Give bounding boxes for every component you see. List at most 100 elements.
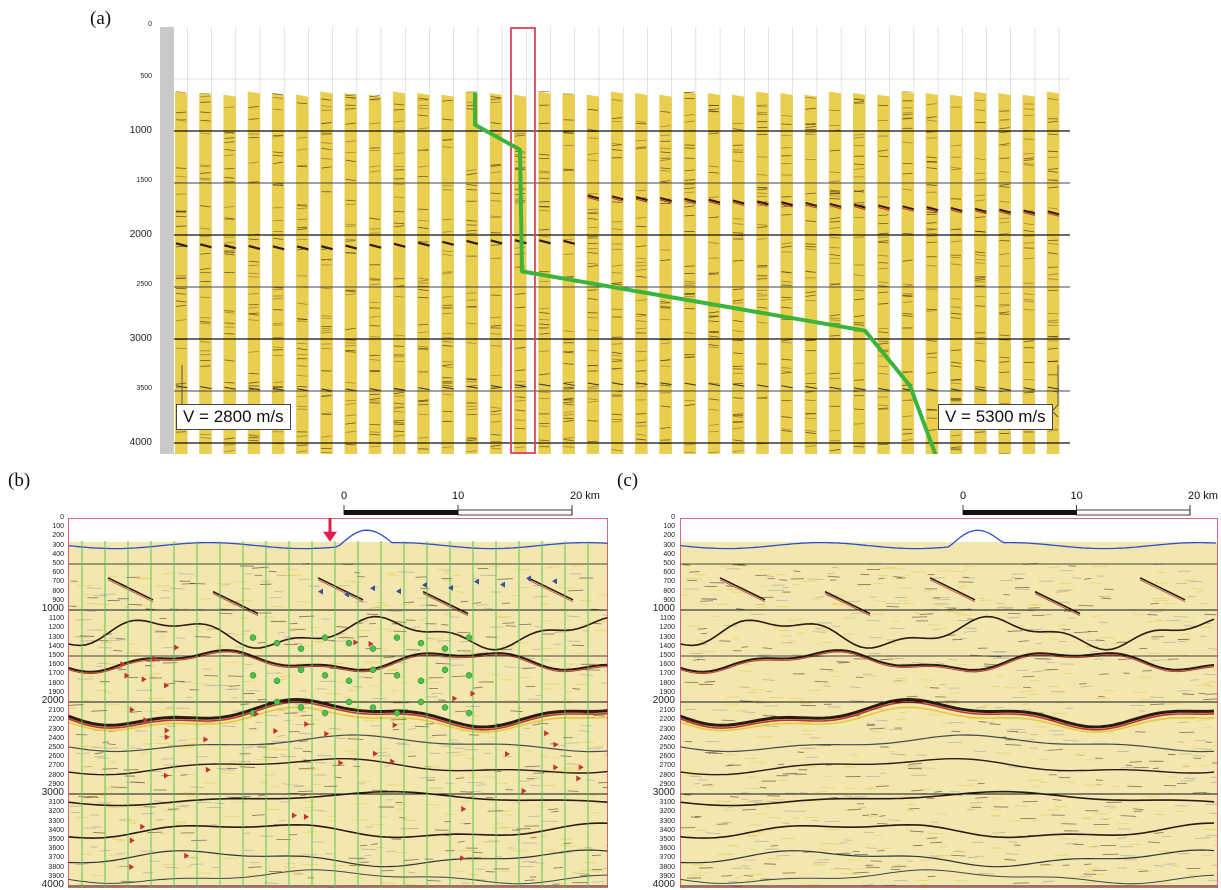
section-depth-tick: 3400 (645, 827, 675, 834)
seismic-trace-noise (902, 603, 915, 604)
section-depth-tick: 4000 (645, 879, 675, 890)
section-depth-tick: 700 (645, 578, 675, 585)
seismic-trace-noise (930, 715, 941, 716)
seismic-trace-noise (877, 823, 887, 824)
seismic-trace-noise (992, 798, 1002, 799)
section-depth-tick: 2100 (645, 707, 675, 714)
section-depth-tick: 2000 (645, 695, 675, 706)
section-depth-tick: 200 (645, 532, 675, 539)
section-depth-tick: 1300 (645, 634, 675, 641)
seismic-trace-noise (959, 785, 974, 786)
seismic-trace-noise (1060, 570, 1073, 571)
section-depth-tick: 2600 (645, 753, 675, 760)
section-depth-tick: 1500 (645, 652, 675, 659)
seismic-trace-noise (906, 810, 914, 811)
seismic-trace-noise (780, 636, 792, 637)
seismic-trace-noise (927, 838, 938, 839)
seismic-trace-noise (808, 579, 824, 580)
seismic-trace-noise (811, 599, 821, 600)
seismic-trace-noise (684, 795, 691, 796)
section-depth-tick: 3800 (645, 864, 675, 871)
seismic-trace-noise (964, 628, 976, 629)
section-depth-tick: 1200 (645, 624, 675, 631)
section-depth-tick: 1400 (645, 643, 675, 650)
seismic-trace-noise (967, 619, 973, 620)
section-depth-tick: 3000 (645, 787, 675, 798)
section-depth-tick: 3100 (645, 799, 675, 806)
seismic-trace-noise (1183, 694, 1195, 695)
panel-c-seismic-section (680, 518, 1218, 888)
seismic-trace-noise (778, 780, 789, 781)
section-depth-tick: 600 (645, 569, 675, 576)
seismic-trace-noise (1183, 580, 1194, 581)
seismic-trace-noise (927, 798, 935, 799)
seismic-trace-noise (974, 751, 986, 752)
seismic-trace-noise (738, 671, 752, 672)
scale-bar-label: 0 (960, 490, 966, 502)
scale-bar-label: 20 km (1188, 490, 1218, 502)
seismic-trace-noise (1023, 676, 1035, 677)
section-depth-tick: 1600 (645, 661, 675, 668)
seismic-trace-noise (1045, 669, 1058, 670)
seismic-trace-noise (880, 773, 886, 774)
seismic-trace-noise (769, 697, 785, 698)
section-depth-tick: 100 (645, 523, 675, 530)
section-depth-tick: 3200 (645, 808, 675, 815)
seismic-trace-noise (693, 783, 699, 784)
section-depth-tick: 2700 (645, 762, 675, 769)
seismic-trace-noise (953, 852, 965, 853)
seismic-trace-noise (1078, 605, 1093, 606)
seismic-trace-noise (917, 663, 927, 664)
section-depth-tick: 400 (645, 551, 675, 558)
seismic-trace-noise (1120, 855, 1136, 856)
seismic-trace-noise (709, 785, 715, 786)
seismic-trace-noise (1054, 806, 1068, 807)
seismic-trace-noise (1136, 869, 1143, 870)
seismic-trace-noise (894, 621, 900, 622)
seismic-trace-noise (814, 862, 828, 863)
section-depth-tick: 500 (645, 560, 675, 567)
seismic-trace-noise (1154, 814, 1165, 815)
seismic-trace-noise (1211, 782, 1218, 783)
seismic-trace-noise (746, 692, 756, 693)
seismic-trace-noise (859, 808, 866, 809)
section-depth-tick: 3700 (645, 854, 675, 861)
section-depth-tick: 3500 (645, 836, 675, 843)
seismic-trace-noise (1205, 614, 1217, 615)
seismic-trace-noise (730, 797, 739, 798)
seismic-trace-noise (758, 655, 771, 656)
seismic-trace-noise (829, 869, 842, 870)
section-depth-tick: 2400 (645, 735, 675, 742)
section-depth-tick: 1800 (645, 680, 675, 687)
section-depth-tick: 0 (645, 514, 675, 521)
seismic-trace-noise (871, 861, 882, 862)
seismic-trace-noise (921, 885, 928, 886)
seismic-trace-noise (1157, 572, 1166, 573)
seismic-trace-noise (1099, 674, 1108, 675)
seismic-trace-noise (1154, 600, 1169, 601)
seismic-trace-noise (991, 815, 1001, 816)
seismic-trace-noise (895, 658, 903, 659)
seismic-trace-noise (1152, 660, 1159, 661)
seismic-trace-noise (1048, 686, 1059, 687)
seismic-trace-noise (1051, 691, 1065, 692)
seismic-trace-noise (693, 660, 699, 661)
seismic-trace-noise (828, 573, 834, 574)
seismic-trace-noise (754, 814, 769, 815)
seismic-trace-noise (1082, 818, 1090, 819)
seismic-trace-noise (1007, 731, 1018, 732)
seismic-trace-noise (694, 873, 710, 874)
seismic-trace-noise (1149, 612, 1162, 613)
seismic-trace-noise (1010, 729, 1025, 730)
section-depth-tick: 1000 (645, 603, 675, 614)
seismic-trace-noise (923, 687, 929, 688)
seismic-trace-noise (1188, 875, 1197, 876)
scale-bar-black-segment (963, 510, 1077, 515)
seismic-trace-noise (792, 655, 806, 656)
seismic-trace-noise (1027, 605, 1035, 606)
seismic-trace-noise (900, 712, 907, 713)
seismic-trace-noise (778, 764, 784, 765)
seismic-trace-noise (1208, 880, 1218, 881)
section-depth-tick: 2200 (645, 716, 675, 723)
seismic-trace-noise (1150, 603, 1159, 604)
